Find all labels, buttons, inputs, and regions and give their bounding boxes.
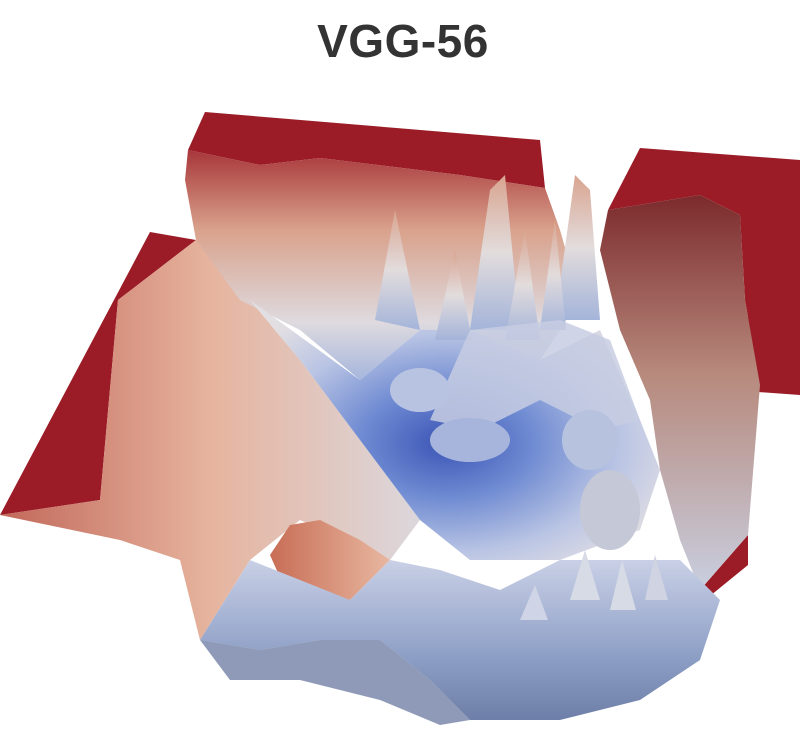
peak-4 <box>375 210 420 330</box>
basin-bump-3 <box>580 470 640 550</box>
peak-5 <box>435 250 472 340</box>
peak-2 <box>505 230 540 340</box>
right-red-shelf <box>700 535 748 600</box>
front-edge <box>200 640 470 725</box>
peak-1 <box>470 175 520 330</box>
mid-ridge <box>430 320 640 430</box>
front-floor <box>200 560 720 720</box>
front-spike-4 <box>520 585 548 620</box>
figure-title: VGG-56 <box>317 15 489 67</box>
left-plateau <box>0 232 196 515</box>
basin-bump-1 <box>390 368 450 412</box>
left-wall <box>0 240 420 640</box>
front-spike-3 <box>645 555 668 600</box>
basin-bump-2 <box>430 418 510 462</box>
back-plateau <box>188 112 545 188</box>
basin-bump-4 <box>562 410 618 470</box>
peak-6 <box>540 220 566 330</box>
front-spike-1 <box>570 550 600 600</box>
peak-3 <box>555 175 600 320</box>
front-spike-2 <box>610 560 636 610</box>
right-wall <box>600 195 760 590</box>
